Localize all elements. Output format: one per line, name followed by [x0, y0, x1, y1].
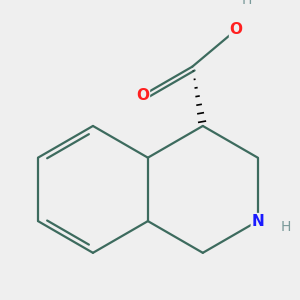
- Text: N: N: [251, 214, 264, 229]
- Text: O: O: [230, 22, 243, 38]
- Text: O: O: [136, 88, 149, 103]
- Text: H: H: [281, 220, 292, 234]
- Text: H: H: [242, 0, 252, 7]
